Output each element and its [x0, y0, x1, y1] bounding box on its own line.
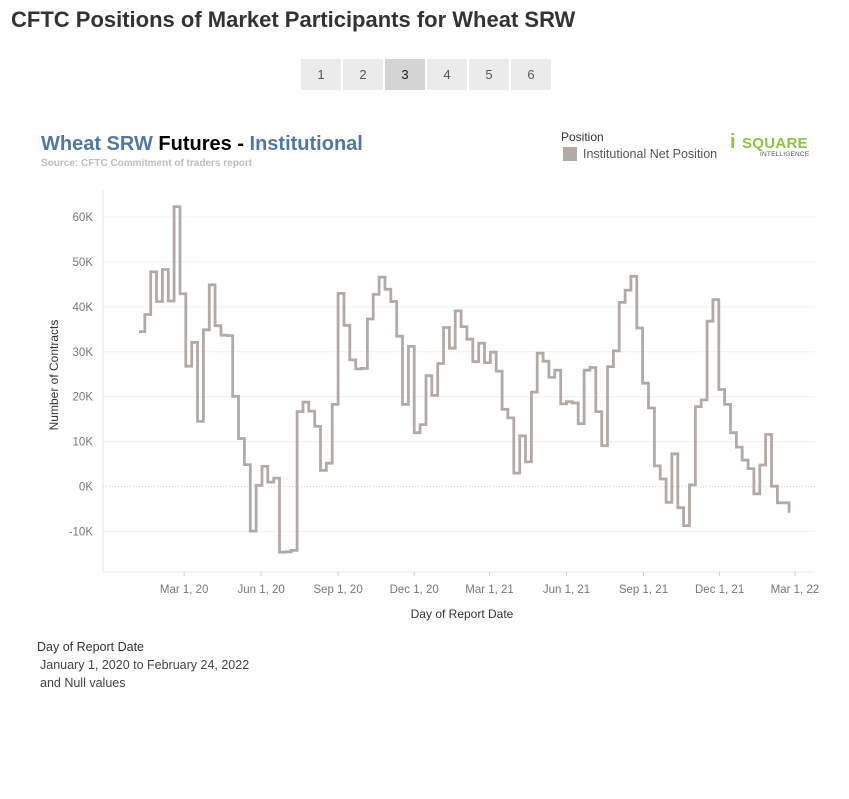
x-tick-label: Jun 1, 20 — [237, 584, 284, 596]
y-tick-label: 50K — [73, 257, 94, 269]
y-tick-label: 30K — [73, 347, 94, 359]
y-tick-label: 60K — [73, 212, 94, 224]
y-tick-label: 20K — [73, 392, 94, 404]
filter-range[interactable]: January 1, 2020 to February 24, 2022 — [40, 658, 250, 672]
chart-title-commodity: Wheat SRW — [41, 133, 153, 155]
x-tick-label: Mar 1, 20 — [160, 584, 209, 596]
y-tick-label: -10K — [69, 527, 94, 539]
logo-subtitle: INTELLIGENCE — [760, 151, 810, 158]
net-position-chart: -10K 0K 10K 20K 30K 40K 50K 60K Mar 1, 20 Jun 1, … — [47, 190, 820, 621]
x-axis-title: Day of Report Date — [411, 607, 514, 621]
filter-title: Day of Report Date — [37, 640, 144, 654]
chart-title-group: Institutional — [249, 133, 363, 155]
company-logo: i SQUARE INTELLIGENCE — [730, 132, 816, 162]
legend-item[interactable]: Institutional Net Position — [563, 147, 717, 161]
x-tick-label: Dec 1, 20 — [390, 584, 439, 596]
page-tab-5[interactable]: 5 — [469, 59, 509, 90]
x-tick-label: Jun 1, 21 — [543, 584, 590, 596]
chart-title: Wheat SRW Futures - Institutional — [41, 133, 363, 156]
page-tab-3[interactable]: 3 — [385, 59, 425, 90]
legend-title: Position — [561, 130, 604, 144]
chart-title-middle: Futures - — [152, 133, 250, 155]
chart-source: Source: CFTC Commitment of traders repor… — [41, 158, 253, 169]
x-tick-label: Sep 1, 20 — [313, 584, 362, 596]
page-tab-1[interactable]: 1 — [301, 59, 341, 90]
x-tick-label: Sep 1, 21 — [619, 584, 668, 596]
logo-word: SQUARE — [742, 135, 808, 152]
y-tick-label: 0K — [79, 482, 93, 494]
series-line-0 — [139, 205, 791, 554]
filter-null-values[interactable]: and Null values — [40, 676, 126, 690]
x-tick-label: Dec 1, 21 — [695, 584, 744, 596]
x-tick-label: Mar 1, 22 — [771, 584, 820, 596]
page-tab-4[interactable]: 4 — [427, 59, 467, 90]
y-axis-title: Number of Contracts — [47, 320, 61, 431]
y-tick-label: 10K — [73, 437, 94, 449]
y-tick-label: 40K — [73, 302, 94, 314]
page-title: CFTC Positions of Market Participants fo… — [11, 7, 576, 32]
logo-mark: i — [730, 131, 736, 153]
legend-item-label: Institutional Net Position — [583, 147, 718, 161]
x-tick-label: Mar 1, 21 — [465, 584, 514, 596]
page-tab-6[interactable]: 6 — [511, 59, 551, 90]
page-tab-2[interactable]: 2 — [343, 59, 383, 90]
legend-swatch — [563, 147, 577, 161]
